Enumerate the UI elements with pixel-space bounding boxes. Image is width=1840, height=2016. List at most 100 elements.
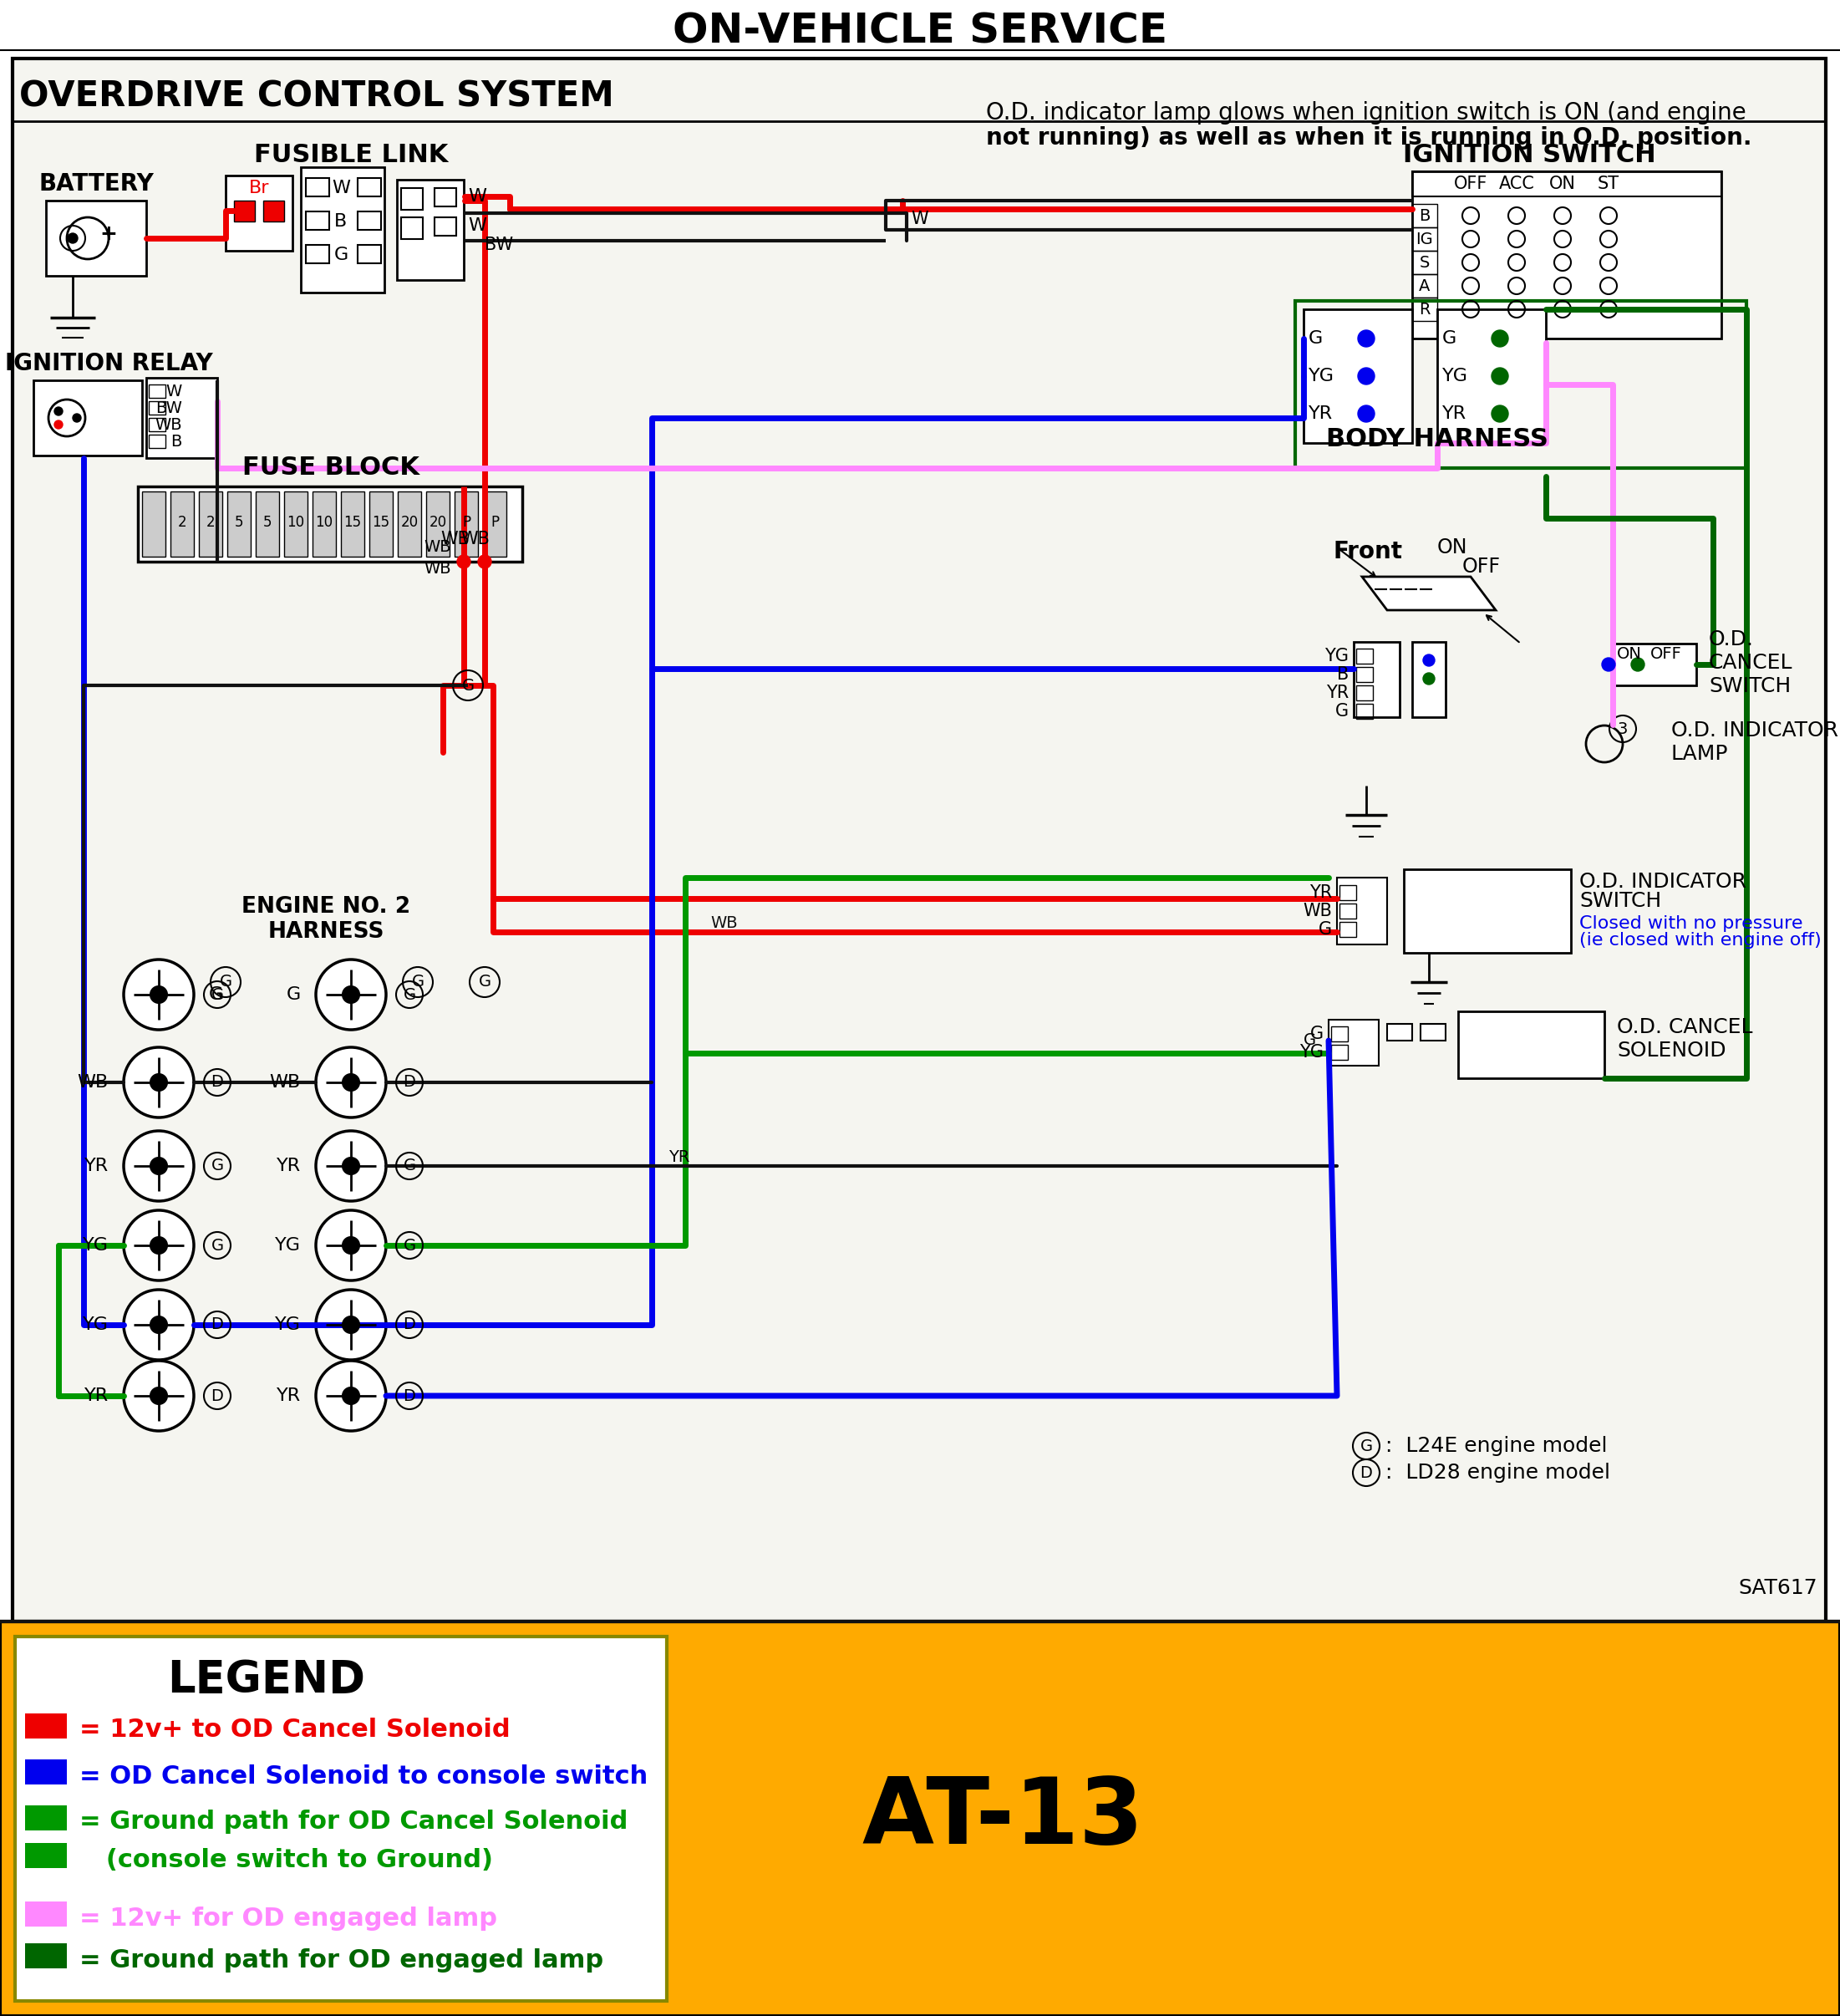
Circle shape xyxy=(316,1210,386,1280)
Bar xyxy=(1411,228,1437,250)
Circle shape xyxy=(342,1316,359,1333)
Bar xyxy=(26,1943,66,1968)
Bar xyxy=(1411,171,1722,339)
Text: G: G xyxy=(212,1238,224,1254)
Circle shape xyxy=(151,1157,167,1175)
Bar xyxy=(1356,685,1373,700)
Circle shape xyxy=(123,1290,193,1361)
Text: G: G xyxy=(1443,331,1457,347)
Text: OFF: OFF xyxy=(1454,175,1487,192)
Text: LEGEND: LEGEND xyxy=(167,1659,364,1702)
Text: YG: YG xyxy=(1299,1044,1323,1060)
Text: P: P xyxy=(491,514,499,530)
Text: D: D xyxy=(212,1387,223,1403)
Circle shape xyxy=(316,1131,386,1202)
Text: O.D.
CANCEL
SWITCH: O.D. CANCEL SWITCH xyxy=(1709,629,1792,696)
Text: D: D xyxy=(212,1075,223,1091)
Text: G: G xyxy=(212,986,224,1002)
Text: Br: Br xyxy=(248,179,269,196)
Text: IGNITION RELAY: IGNITION RELAY xyxy=(6,353,213,375)
Circle shape xyxy=(1422,673,1435,685)
Bar xyxy=(15,1637,666,2002)
Circle shape xyxy=(151,1316,167,1333)
Bar xyxy=(1612,643,1696,685)
Circle shape xyxy=(151,1387,167,1405)
Text: 3: 3 xyxy=(1617,722,1628,736)
Bar xyxy=(397,492,421,556)
Circle shape xyxy=(123,1210,193,1280)
Text: = OD Cancel Solenoid to console switch: = OD Cancel Solenoid to console switch xyxy=(79,1764,648,1788)
Text: O.D. INDICATOR: O.D. INDICATOR xyxy=(1579,871,1746,891)
Bar xyxy=(1354,641,1400,718)
Bar xyxy=(1437,308,1546,444)
Text: ENGINE NO. 2
HARNESS: ENGINE NO. 2 HARNESS xyxy=(241,895,410,943)
Text: 5: 5 xyxy=(234,514,243,530)
Circle shape xyxy=(456,554,471,569)
Text: ON: ON xyxy=(1437,538,1468,558)
Text: WB: WB xyxy=(460,530,489,548)
Circle shape xyxy=(123,1361,193,1431)
Circle shape xyxy=(1358,331,1374,347)
Bar xyxy=(26,1760,66,1784)
Text: G: G xyxy=(478,974,491,990)
Text: S: S xyxy=(1419,254,1430,270)
Bar xyxy=(357,244,381,264)
Bar xyxy=(434,187,456,206)
Circle shape xyxy=(1492,367,1509,385)
Text: OFF: OFF xyxy=(1650,647,1682,663)
Text: BODY HARNESS: BODY HARNESS xyxy=(1327,427,1547,452)
Circle shape xyxy=(66,218,109,260)
Text: :  LD28 engine model: : LD28 engine model xyxy=(1386,1464,1610,1482)
Bar xyxy=(1330,1026,1349,1042)
Bar xyxy=(226,175,293,250)
Circle shape xyxy=(342,1075,359,1091)
Bar xyxy=(199,492,223,556)
Bar xyxy=(1411,204,1437,228)
Text: FUSE BLOCK: FUSE BLOCK xyxy=(243,456,420,480)
Text: WB: WB xyxy=(423,540,451,554)
Bar xyxy=(370,492,392,556)
Bar xyxy=(434,218,456,236)
Bar xyxy=(305,244,329,264)
Bar xyxy=(149,401,166,415)
Text: W: W xyxy=(911,210,927,228)
Text: B: B xyxy=(335,214,348,230)
Bar xyxy=(1387,1024,1411,1040)
Bar xyxy=(1356,667,1373,681)
Text: YR: YR xyxy=(85,1387,109,1405)
Text: = Ground path for OD Cancel Solenoid: = Ground path for OD Cancel Solenoid xyxy=(79,1810,627,1835)
Bar xyxy=(1340,903,1356,919)
Text: O.D. INDICATOR
LAMP: O.D. INDICATOR LAMP xyxy=(1671,720,1838,764)
Bar xyxy=(26,1806,66,1831)
Text: B: B xyxy=(1336,665,1349,683)
Text: G: G xyxy=(403,986,416,1002)
Bar xyxy=(401,187,423,210)
Text: 2: 2 xyxy=(206,514,215,530)
Text: G: G xyxy=(403,1238,416,1254)
Text: W: W xyxy=(467,187,486,206)
Text: 15: 15 xyxy=(372,514,390,530)
Text: YG: YG xyxy=(83,1238,109,1254)
Bar xyxy=(313,492,337,556)
Bar xyxy=(0,1621,1840,2016)
Circle shape xyxy=(478,554,491,569)
Circle shape xyxy=(123,1046,193,1117)
Text: not running) as well as when it is running in O.D. position.: not running) as well as when it is runni… xyxy=(986,127,1752,149)
Circle shape xyxy=(151,1238,167,1254)
Text: 10: 10 xyxy=(315,514,333,530)
Bar xyxy=(1356,649,1373,663)
Text: G: G xyxy=(1310,1026,1323,1042)
Circle shape xyxy=(342,1157,359,1175)
Bar xyxy=(1404,869,1571,954)
Text: WB: WB xyxy=(155,417,182,433)
Text: WB: WB xyxy=(442,530,469,548)
Text: OVERDRIVE CONTROL SYSTEM: OVERDRIVE CONTROL SYSTEM xyxy=(18,79,615,113)
Bar xyxy=(138,486,523,562)
Bar xyxy=(26,1901,66,1927)
Text: D: D xyxy=(1360,1466,1373,1480)
Bar xyxy=(46,202,145,276)
Bar xyxy=(1356,704,1373,720)
Text: YR: YR xyxy=(1443,405,1466,421)
Bar xyxy=(482,492,506,556)
Circle shape xyxy=(123,960,193,1030)
